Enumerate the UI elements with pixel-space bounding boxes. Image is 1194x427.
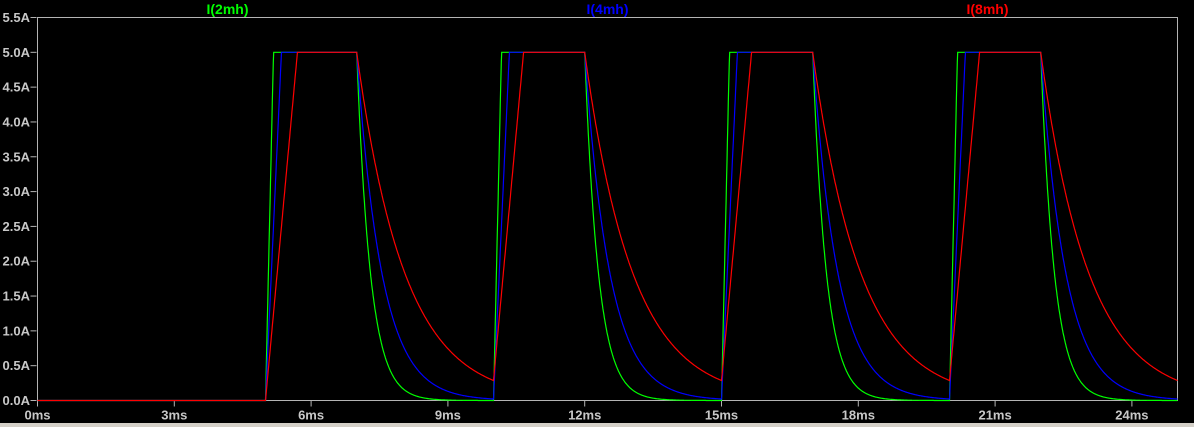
x-tick-label: 9ms — [435, 408, 461, 423]
x-tick-label: 21ms — [978, 408, 1011, 423]
trace-i-4mh — [37, 51, 1178, 402]
y-tick-label: 3.5A — [3, 149, 31, 164]
x-tick-label: 18ms — [842, 408, 875, 423]
y-tick-label: 1.0A — [3, 323, 31, 338]
legend-label-i-8mh[interactable]: I(8mh) — [967, 1, 1009, 17]
legend-label-i-2mh[interactable]: I(2mh) — [207, 1, 249, 17]
legend-group: I(2mh) I(4mh) I(8mh) — [207, 1, 1009, 17]
y-tick-label: 4.0A — [3, 114, 31, 129]
plot-border-rect — [37, 17, 1178, 401]
y-tick-label: 2.5A — [3, 219, 31, 234]
x-tick-label: 3ms — [161, 408, 187, 423]
x-tick-label: 12ms — [568, 408, 601, 423]
x-axis-group: 0ms 3ms 6ms 9ms 12ms 15ms 18ms 21ms 24ms — [24, 400, 1149, 423]
trace-i-8mh — [37, 51, 1178, 402]
y-tick-label: 5.5A — [3, 10, 31, 25]
y-tick-label: 3.0A — [3, 184, 31, 199]
trace-group — [37, 51, 1178, 402]
x-tick-label: 0ms — [24, 408, 50, 423]
x-tick-label: 6ms — [298, 408, 324, 423]
x-tick-label: 24ms — [1115, 408, 1148, 423]
y-tick-label: 2.0A — [3, 254, 31, 269]
x-tick-label: 15ms — [705, 408, 738, 423]
y-tick-label: 5.0A — [3, 45, 31, 60]
y-tick-label: 0.5A — [3, 358, 31, 373]
plot-border-group — [37, 17, 1178, 401]
legend-label-i-4mh[interactable]: I(4mh) — [587, 1, 629, 17]
y-tick-label: 4.5A — [3, 80, 31, 95]
window-bottom-edge — [0, 423, 1194, 427]
y-tick-label: 0.0A — [3, 393, 31, 408]
y-tick-label: 1.5A — [3, 289, 31, 304]
y-axis-group: 0.0A 0.5A 1.0A 1.5A 2.0A 2.5A 3.0A 3.5A 4.0A 4.5A… — [3, 10, 37, 408]
trace-i-2mh — [37, 51, 1178, 402]
